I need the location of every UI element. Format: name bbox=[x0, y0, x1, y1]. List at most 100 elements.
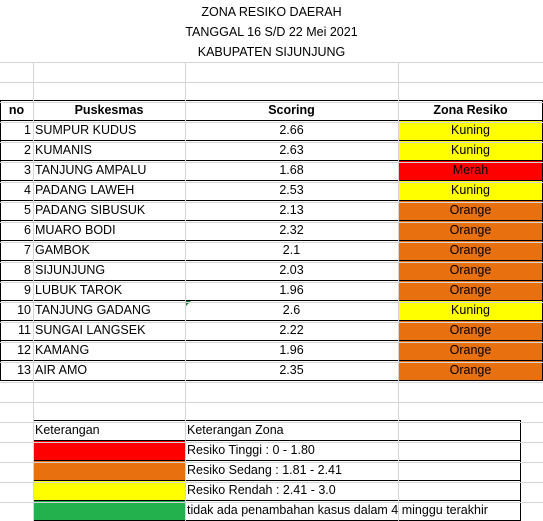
table-border-horizontal bbox=[0, 380, 543, 381]
row-number: 6 bbox=[24, 222, 31, 237]
gridline-horizontal bbox=[0, 442, 543, 443]
row-number: 8 bbox=[24, 262, 31, 277]
table-border-horizontal bbox=[0, 200, 543, 201]
gridline-horizontal bbox=[0, 282, 543, 283]
header-zona: Zona Resiko bbox=[433, 102, 508, 117]
puskesmas-name: SUNGAI LANGSEK bbox=[35, 322, 146, 337]
legend-border-horizontal bbox=[33, 480, 520, 481]
legend-border-vertical bbox=[520, 420, 521, 521]
puskesmas-name: TANJUNG AMPALU bbox=[35, 162, 147, 177]
table-border-horizontal bbox=[0, 140, 543, 141]
legend-border-horizontal bbox=[33, 460, 520, 461]
scoring-value: 1.96 bbox=[279, 282, 304, 297]
zone-label: Kuning bbox=[451, 142, 490, 157]
gridline-horizontal bbox=[0, 402, 543, 403]
legend-description: Resiko Rendah : 2.41 - 3.0 bbox=[187, 482, 336, 497]
legend-swatch bbox=[33, 460, 185, 480]
row-number: 5 bbox=[24, 202, 31, 217]
title-line-1: ZONA RESIKO DAERAH bbox=[201, 4, 342, 19]
row-number: 10 bbox=[17, 302, 31, 317]
row-number: 11 bbox=[18, 322, 31, 337]
scoring-value: 2.66 bbox=[279, 122, 304, 137]
gridline-horizontal bbox=[0, 462, 543, 463]
row-number: 13 bbox=[17, 362, 31, 377]
legend-description: tidak ada penambahan kasus dalam 4 mingg… bbox=[187, 502, 488, 517]
gridline-horizontal bbox=[0, 102, 543, 103]
legend-swatch bbox=[33, 480, 185, 500]
zone-fill bbox=[398, 200, 543, 220]
legend-header-left: Keterangan bbox=[35, 422, 100, 437]
puskesmas-name: MUARO BODI bbox=[35, 222, 116, 237]
scoring-value: 2.53 bbox=[279, 182, 304, 197]
table-border-horizontal bbox=[0, 220, 543, 221]
row-number: 9 bbox=[24, 282, 31, 297]
table-border-horizontal bbox=[0, 340, 543, 341]
table-border-horizontal bbox=[0, 320, 543, 321]
table-border-horizontal bbox=[0, 300, 543, 301]
puskesmas-name: AIR AMO bbox=[35, 362, 88, 377]
gridline-horizontal bbox=[0, 182, 543, 183]
puskesmas-name: SIJUNJUNG bbox=[35, 262, 106, 277]
zone-fill bbox=[398, 220, 543, 240]
zone-label: Kuning bbox=[451, 182, 490, 197]
legend-header-right: Keterangan Zona bbox=[187, 422, 284, 437]
zone-fill bbox=[398, 240, 543, 260]
zone-label: Kuning bbox=[451, 302, 490, 317]
legend-border-horizontal bbox=[33, 440, 520, 441]
gridline-horizontal bbox=[0, 342, 543, 343]
table-border-vertical bbox=[0, 100, 1, 381]
gridline-horizontal bbox=[0, 302, 543, 303]
zone-label: Kuning bbox=[451, 122, 490, 137]
row-number: 4 bbox=[24, 182, 31, 197]
table-border-horizontal bbox=[0, 180, 543, 181]
puskesmas-name: PADANG SIBUSUK bbox=[35, 202, 146, 217]
gridline-horizontal bbox=[0, 482, 543, 483]
legend-description: Resiko Tinggi : 0 - 1.80 bbox=[187, 442, 315, 457]
legend-swatch bbox=[33, 500, 185, 520]
scoring-value: 2.63 bbox=[279, 142, 304, 157]
zone-label: Orange bbox=[449, 282, 492, 297]
gridline-horizontal bbox=[0, 62, 543, 63]
zone-label: Merah bbox=[452, 162, 489, 177]
gridline-horizontal bbox=[0, 122, 543, 123]
gridline-vertical bbox=[185, 62, 186, 521]
zone-fill bbox=[398, 140, 543, 160]
zone-fill bbox=[398, 320, 543, 340]
gridline-horizontal bbox=[0, 382, 543, 383]
zone-label: Orange bbox=[449, 202, 492, 217]
gridline-horizontal bbox=[0, 422, 543, 423]
gridline-horizontal bbox=[0, 82, 543, 83]
cell-comment-marker bbox=[186, 301, 191, 306]
scoring-value: 2.22 bbox=[279, 322, 304, 337]
zone-label: Orange bbox=[449, 222, 492, 237]
table-border-horizontal bbox=[0, 360, 543, 361]
header-puskesmas: Puskesmas bbox=[74, 102, 144, 117]
row-number: 2 bbox=[24, 142, 31, 157]
table-border-horizontal bbox=[0, 260, 543, 261]
title-line-2: TANGGAL 16 S/D 22 Mei 2021 bbox=[185, 24, 358, 39]
zone-fill bbox=[398, 260, 543, 280]
table-border-horizontal bbox=[0, 120, 543, 121]
gridline-horizontal bbox=[0, 142, 543, 143]
zone-fill bbox=[398, 360, 543, 380]
puskesmas-name: PADANG LAWEH bbox=[35, 182, 135, 197]
zone-fill bbox=[398, 280, 543, 300]
scoring-value: 2.32 bbox=[279, 222, 304, 237]
scoring-value: 2.35 bbox=[279, 362, 304, 377]
title-line-3: KABUPATEN SIJUNJUNG bbox=[197, 44, 346, 59]
scoring-value: 2.1 bbox=[282, 242, 301, 257]
scoring-value: 2.03 bbox=[279, 262, 304, 277]
zone-fill bbox=[398, 180, 543, 200]
gridline-horizontal bbox=[0, 242, 543, 243]
gridline-horizontal bbox=[0, 202, 543, 203]
scoring-value: 2.6 bbox=[282, 302, 301, 317]
legend-border-horizontal bbox=[33, 500, 520, 501]
zone-fill bbox=[398, 160, 543, 180]
header-scoring: Scoring bbox=[268, 102, 315, 117]
gridline-horizontal bbox=[0, 262, 543, 263]
puskesmas-name: KAMANG bbox=[35, 342, 90, 357]
puskesmas-name: TANJUNG GADANG bbox=[35, 302, 151, 317]
legend-description: Resiko Sedang : 1.81 - 2.41 bbox=[187, 462, 342, 477]
scoring-value: 2.13 bbox=[279, 202, 304, 217]
